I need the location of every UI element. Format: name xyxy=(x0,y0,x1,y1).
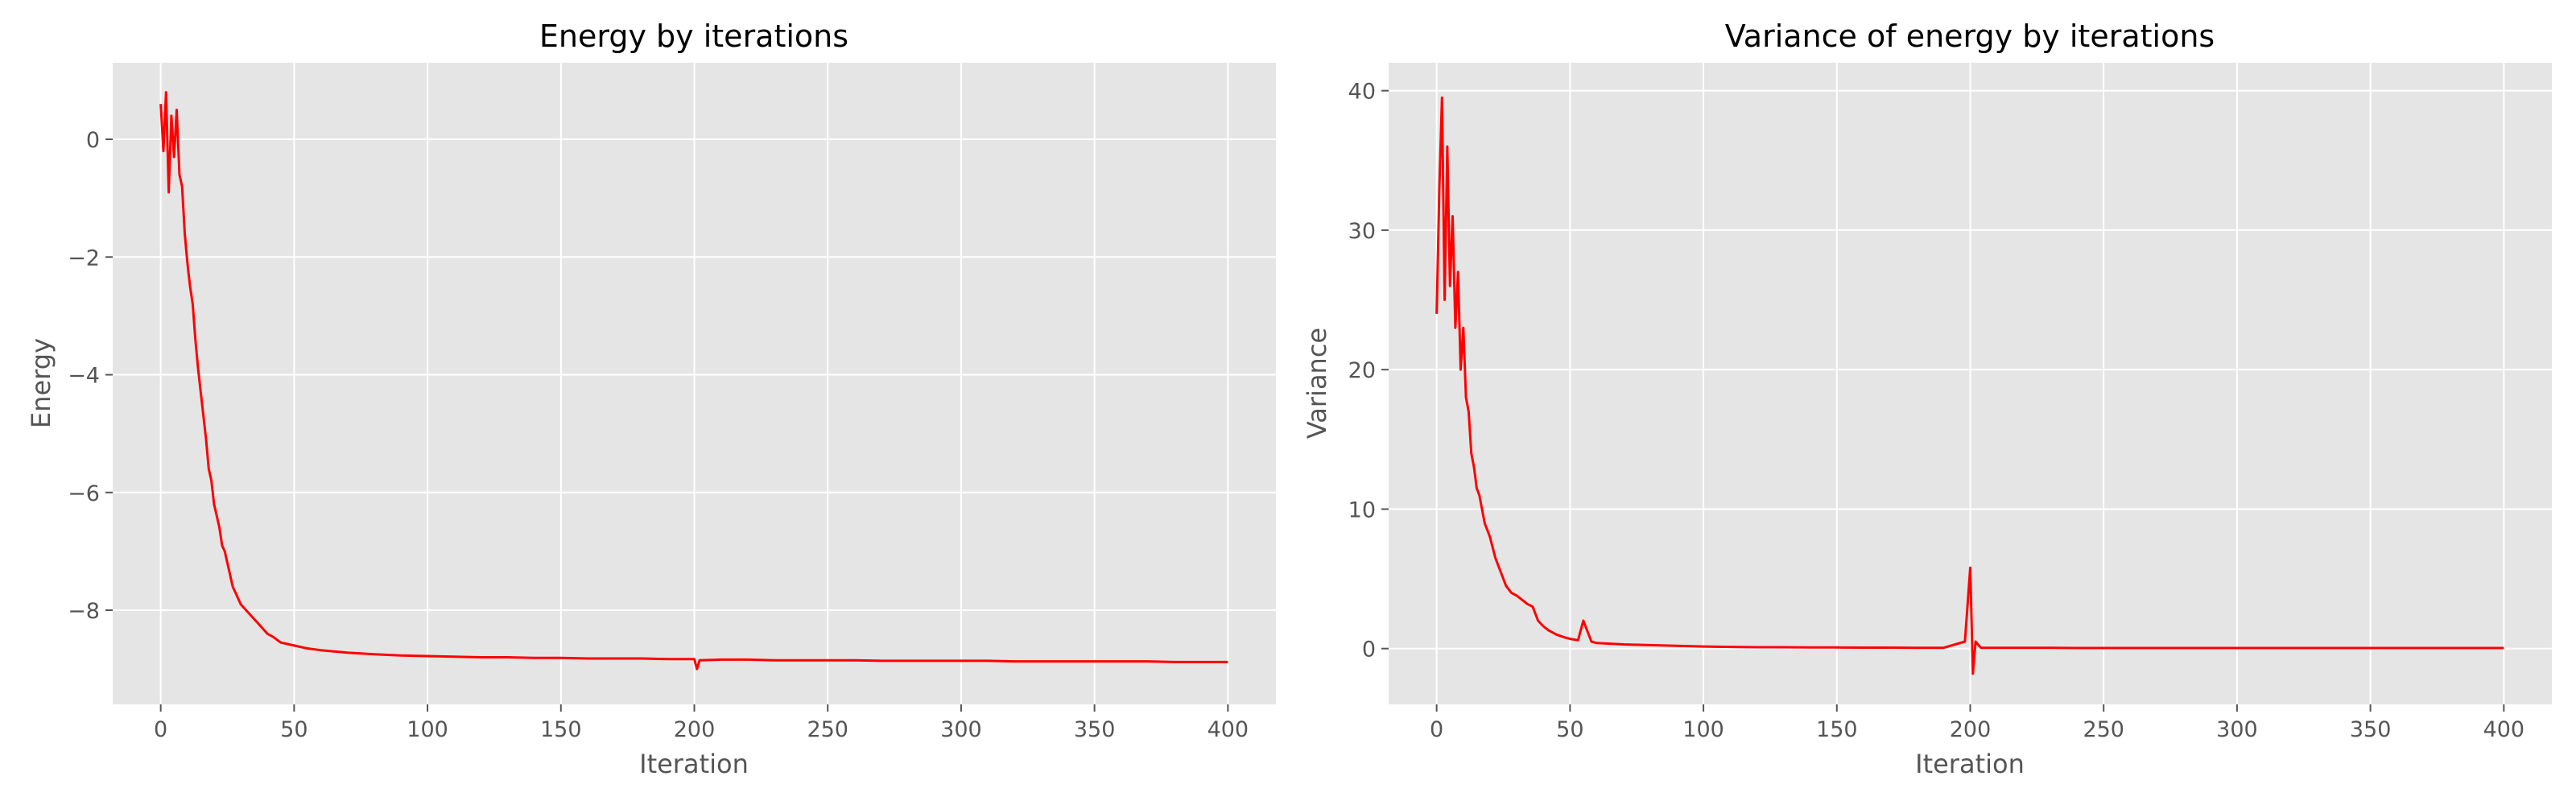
x-tick-label: 100 xyxy=(407,717,448,742)
x-tick-label: 150 xyxy=(540,717,582,742)
x-tick-label: 350 xyxy=(2350,717,2392,742)
y-tick-label: −8 xyxy=(68,599,100,624)
series-line xyxy=(159,91,1228,671)
x-tick-label: 400 xyxy=(1208,717,1249,742)
x-tick-label: 250 xyxy=(2083,717,2124,742)
x-tick-label: 350 xyxy=(1074,717,1116,742)
variance-chart: Variance of energy by iterations Iterati… xyxy=(1302,19,2552,779)
x-tick-label: 300 xyxy=(2216,717,2258,742)
x-tick-label: 250 xyxy=(807,717,848,742)
x-tick-label: 50 xyxy=(280,717,308,742)
x-tick-label: 0 xyxy=(154,717,167,742)
x-tick-label: 0 xyxy=(1430,717,1443,742)
y-tick-label: −4 xyxy=(68,364,100,389)
y-tick-label: 30 xyxy=(1348,219,1376,244)
x-tick-label: 100 xyxy=(1682,717,1724,742)
x-tick-label: 150 xyxy=(1816,717,1858,742)
x-axis-label: Iteration xyxy=(639,749,749,779)
x-tick-label: 200 xyxy=(1950,717,1992,742)
y-tick-label: 20 xyxy=(1348,358,1376,383)
energy-chart: Energy by iterations Iteration Energy 0 5… xyxy=(26,19,1276,779)
x-axis-label: Iteration xyxy=(1915,749,2025,779)
x-tick-label: 200 xyxy=(674,717,716,742)
y-axis-label: Variance xyxy=(1302,328,1332,439)
x-tick-label: 300 xyxy=(940,717,982,742)
gridlines xyxy=(113,63,1276,704)
chart-title: Energy by iterations xyxy=(539,19,848,54)
y-tick-label: −2 xyxy=(68,246,100,270)
y-axis-label: Energy xyxy=(26,338,56,428)
y-tick-label: 10 xyxy=(1348,497,1376,522)
y-tick-label: 0 xyxy=(86,128,100,153)
x-tick-label: 400 xyxy=(2483,717,2525,742)
chart-title: Variance of energy by iterations xyxy=(1725,19,2215,54)
y-tick-label: −6 xyxy=(68,481,100,506)
y-tick-label: 0 xyxy=(1362,638,1376,663)
series-line xyxy=(1435,96,2504,675)
y-tick-label: 40 xyxy=(1348,80,1376,105)
x-tick-label: 50 xyxy=(1556,717,1583,742)
